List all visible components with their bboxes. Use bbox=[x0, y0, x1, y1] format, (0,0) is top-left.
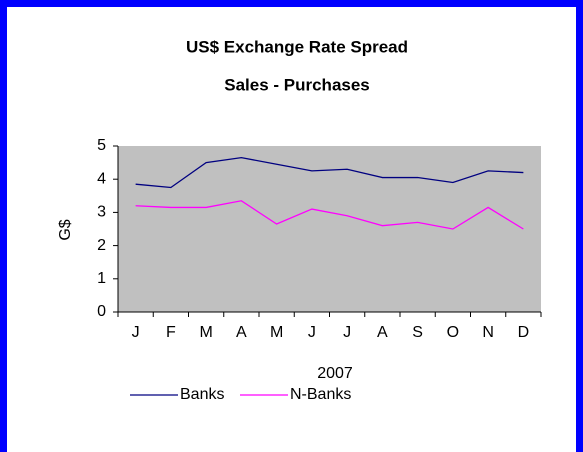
y-tick-label: 3 bbox=[97, 204, 106, 221]
frame-left bbox=[0, 0, 7, 452]
plot-area bbox=[118, 146, 541, 312]
x-tick-label: S bbox=[412, 324, 423, 341]
x-tick-label: M bbox=[199, 324, 212, 341]
frame-right bbox=[576, 0, 583, 452]
y-axis-label: G$ bbox=[57, 219, 74, 240]
chart-title: US$ Exchange Rate Spread bbox=[186, 37, 408, 56]
x-tick-label: A bbox=[236, 324, 247, 341]
series-line bbox=[135, 200, 524, 230]
x-tick-label: M bbox=[270, 324, 283, 341]
x-tick-label: D bbox=[518, 324, 530, 341]
x-tick-label: J bbox=[308, 324, 316, 341]
chart-subtitle: Sales - Purchases bbox=[224, 75, 370, 94]
series-line bbox=[135, 156, 524, 189]
y-tick-label: 1 bbox=[97, 270, 106, 287]
frame-top bbox=[0, 0, 583, 7]
x-tick-label: A bbox=[377, 324, 388, 341]
legend-label: N-Banks bbox=[290, 386, 351, 403]
x-tick-label: F bbox=[166, 324, 176, 341]
x-axis-label: 2007 bbox=[317, 365, 353, 382]
y-tick-label: 5 bbox=[97, 137, 106, 154]
x-tick-label: N bbox=[482, 324, 494, 341]
x-tick-label: J bbox=[132, 324, 140, 341]
y-tick-label: 0 bbox=[97, 303, 106, 320]
x-tick-label: O bbox=[447, 324, 459, 341]
legend-background bbox=[110, 379, 410, 409]
y-tick-label: 2 bbox=[97, 237, 106, 254]
y-tick-label: 4 bbox=[97, 170, 106, 187]
legend-label: Banks bbox=[180, 386, 224, 403]
x-tick-label: J bbox=[343, 324, 351, 341]
